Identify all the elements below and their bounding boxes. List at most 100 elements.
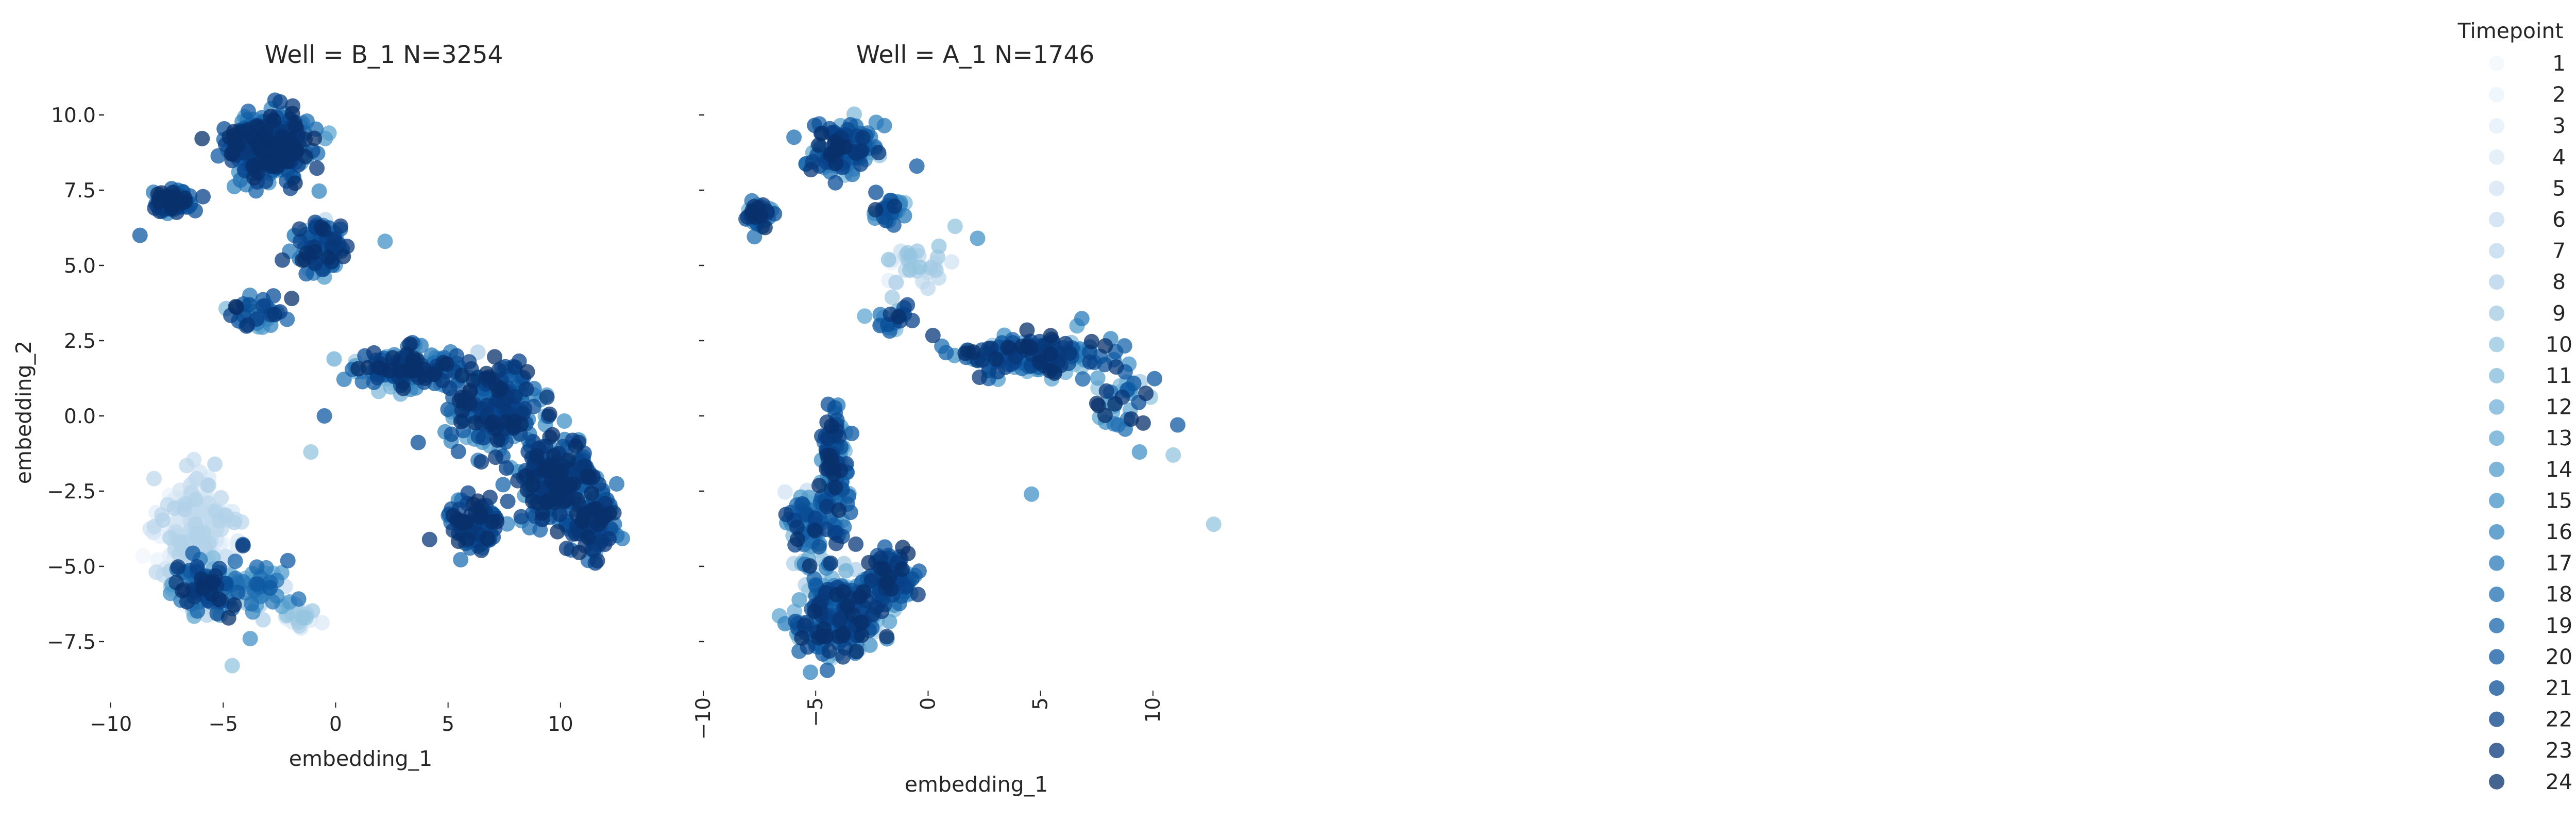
scatter-point <box>568 438 584 454</box>
scatter-point <box>545 427 561 443</box>
x-tick-label: 0 <box>917 697 940 710</box>
scatter-point <box>868 202 884 217</box>
scatter-point <box>485 414 501 430</box>
scatter-point <box>848 536 864 552</box>
scatter-point <box>451 513 467 528</box>
scatter-point <box>177 190 193 206</box>
x-tick-label: 5 <box>442 713 454 736</box>
scatter-point <box>902 248 918 264</box>
scatter-point <box>317 130 333 146</box>
scatter-point <box>609 476 624 492</box>
legend-marker <box>2489 56 2504 71</box>
scatter-point <box>827 479 843 495</box>
scatter-point <box>222 129 238 145</box>
legend-marker <box>2489 180 2504 196</box>
scatter-point <box>1031 354 1047 370</box>
scatter-point <box>1206 516 1222 532</box>
scatter-point <box>489 514 505 529</box>
scatter-point <box>580 529 596 545</box>
scatter-point <box>824 418 839 434</box>
legend-label: 6 <box>2552 207 2566 232</box>
scatter-point <box>189 559 205 575</box>
scatter-point <box>240 104 256 119</box>
scatter-point <box>880 252 896 267</box>
legend-marker <box>2489 305 2504 321</box>
scatter-point <box>242 631 258 647</box>
scatter-point <box>836 584 852 600</box>
scatter-point <box>529 448 545 464</box>
scatter-point <box>487 349 503 365</box>
legend-marker <box>2489 493 2504 509</box>
legend-marker <box>2489 680 2504 696</box>
scatter-point <box>871 145 887 161</box>
scatter-point <box>453 552 469 567</box>
x-tick-label: 10 <box>1142 697 1165 723</box>
legend-marker <box>2489 243 2504 259</box>
scatter-point <box>299 245 315 261</box>
scatter-point <box>819 498 835 514</box>
legend-marker <box>2489 461 2504 477</box>
scatter-point <box>928 262 944 278</box>
scatter-point <box>891 309 907 325</box>
legend-label: 23 <box>2546 738 2572 763</box>
scatter-point <box>912 259 928 275</box>
scatter-point <box>326 351 342 367</box>
scatter-point <box>1165 447 1181 463</box>
scatter-point <box>165 197 181 213</box>
scatter-point <box>558 541 574 557</box>
scatter-point <box>873 561 889 577</box>
scatter-point <box>360 360 376 376</box>
scatter-point <box>1170 417 1185 433</box>
scatter-point <box>1023 340 1039 356</box>
scatter-point <box>513 416 529 432</box>
scatter-panel-b1: Well = B_1 N=3254 −10 −5 0 5 10 −7.5 −5.0 −2.5 0… <box>11 41 630 771</box>
scatter-point <box>480 530 496 546</box>
scatter-point <box>863 573 879 589</box>
scatter-point <box>844 426 860 441</box>
scatter-point <box>303 444 319 460</box>
y-axis-label: embedding_2 <box>11 341 36 484</box>
scatter-point <box>1108 359 1124 375</box>
scatter-point <box>453 414 469 430</box>
scatter-point <box>925 328 941 343</box>
legend-label: 12 <box>2546 395 2572 420</box>
scatter-point <box>473 542 489 558</box>
scatter-points <box>132 92 630 674</box>
scatter-point <box>1019 322 1035 338</box>
scatter-point <box>244 596 260 612</box>
scatter-point <box>146 471 162 487</box>
scatter-point <box>811 539 827 555</box>
scatter-point <box>838 563 854 579</box>
scatter-point <box>395 380 411 396</box>
scatter-point <box>807 523 823 539</box>
scatter-point <box>821 643 837 659</box>
scatter-points <box>738 106 1222 680</box>
legend-marker <box>2489 399 2504 415</box>
scatter-point <box>266 307 282 323</box>
y-tick-label: 5.0 <box>64 255 96 278</box>
scatter-point <box>170 559 186 575</box>
x-axis-label: embedding_1 <box>905 772 1048 797</box>
scatter-point <box>1058 336 1073 351</box>
scatter-point <box>292 221 308 237</box>
scatter-point <box>229 299 245 315</box>
legend-marker <box>2489 368 2504 383</box>
scatter-point <box>970 230 986 246</box>
scatter-point <box>1089 395 1105 411</box>
scatter-point <box>354 374 370 390</box>
scatter-point <box>263 108 279 124</box>
legend-label: 3 <box>2552 113 2566 138</box>
scatter-point <box>828 524 844 540</box>
scatter-point <box>833 610 849 626</box>
legend-label: 16 <box>2546 520 2572 544</box>
legend-marker <box>2489 743 2504 759</box>
scatter-point <box>287 175 303 191</box>
legend-marker <box>2489 524 2504 540</box>
scatter-point <box>601 506 617 522</box>
scatter-point <box>488 449 504 465</box>
x-axis-label: embedding_1 <box>289 746 432 771</box>
scatter-point <box>172 546 188 562</box>
scatter-point <box>828 535 844 551</box>
scatter-point <box>550 524 566 540</box>
scatter-point <box>884 289 900 305</box>
